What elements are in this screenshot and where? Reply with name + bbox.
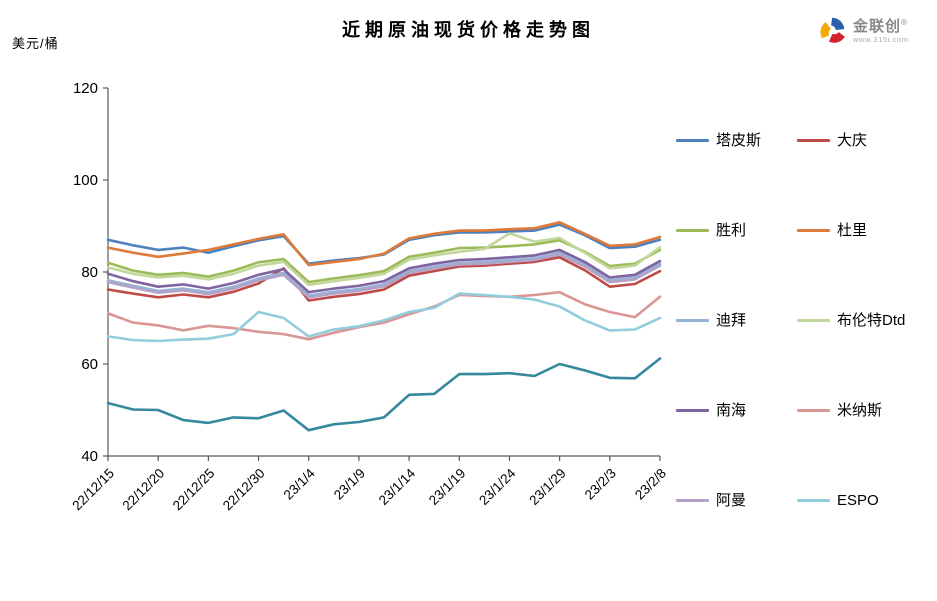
svg-text:23/1/19: 23/1/19 — [426, 466, 468, 508]
svg-text:100: 100 — [73, 172, 98, 189]
jlc-logo-url: www.315i.com — [853, 35, 909, 44]
legend-label: 大庆 — [837, 132, 868, 149]
legend-label: 杜里 — [837, 222, 868, 239]
legend-line-swatch — [797, 499, 830, 502]
svg-text:23/2/3: 23/2/3 — [582, 466, 619, 503]
legend-line-swatch — [797, 319, 830, 322]
legend-line-swatch — [676, 229, 709, 232]
legend-label: 布伦特Dtd — [837, 312, 906, 329]
chart-legend: 塔皮斯 大庆胜利 杜里迪拜 布伦特Dtd 南海 米纳斯阿曼 ESPO — [676, 131, 924, 581]
svg-text:22/12/20: 22/12/20 — [120, 466, 168, 514]
svg-text:22/12/25: 22/12/25 — [170, 466, 218, 514]
chart-title: 近期原油现货价格走势图 — [342, 20, 595, 40]
legend-item-大庆: 大庆 — [797, 131, 924, 151]
svg-text:23/2/8: 23/2/8 — [632, 466, 669, 503]
svg-text:23/1/24: 23/1/24 — [476, 465, 519, 508]
legend-item-胜利: 胜利 — [676, 221, 797, 241]
registered-mark: ® — [901, 18, 908, 27]
legend-label: 阿曼 — [716, 492, 747, 509]
legend-line-swatch — [797, 139, 830, 142]
legend-item-杜里: 杜里 — [797, 221, 924, 241]
legend-item-迪拜: 迪拜 — [676, 311, 797, 331]
jlc-logo: 金联创® www.315i.com — [818, 14, 909, 51]
legend-label: 迪拜 — [716, 312, 747, 329]
svg-text:22/12/30: 22/12/30 — [220, 466, 268, 514]
legend-line-swatch — [676, 409, 709, 412]
legend-line-swatch — [676, 139, 709, 142]
legend-label: 胜利 — [716, 222, 747, 239]
svg-text:23/1/29: 23/1/29 — [526, 466, 568, 508]
svg-text:23/1/14: 23/1/14 — [376, 465, 419, 508]
legend-label: 南海 — [716, 402, 747, 419]
legend-item-南海: 南海 — [676, 401, 797, 421]
legend-label: 米纳斯 — [837, 402, 883, 419]
legend-line-swatch — [797, 409, 830, 412]
svg-text:80: 80 — [81, 264, 98, 281]
legend-line-swatch — [797, 229, 830, 232]
legend-label: 塔皮斯 — [716, 132, 762, 149]
legend-label: ESPO — [837, 492, 879, 509]
legend-item-塔皮斯: 塔皮斯 — [676, 131, 797, 151]
svg-text:23/1/9: 23/1/9 — [331, 466, 368, 503]
svg-text:23/1/4: 23/1/4 — [281, 465, 318, 502]
legend-item-米纳斯: 米纳斯 — [797, 401, 924, 421]
legend-line-swatch — [676, 319, 709, 322]
jlc-logo-text-block: 金联创® www.315i.com — [853, 14, 909, 44]
legend-item-布伦特Dtd: 布伦特Dtd — [797, 311, 924, 331]
legend-item-阿曼: 阿曼 — [676, 491, 797, 511]
svg-text:40: 40 — [81, 448, 98, 465]
legend-item-ESPO: ESPO — [797, 491, 924, 511]
jlc-logo-name: 金联创® — [853, 18, 908, 35]
svg-text:120: 120 — [73, 80, 98, 97]
svg-text:60: 60 — [81, 356, 98, 373]
svg-text:22/12/15: 22/12/15 — [69, 466, 117, 514]
y-axis-unit-label: 美元/桶 — [12, 36, 59, 51]
jlc-pinwheel-icon — [818, 14, 848, 51]
legend-line-swatch — [676, 499, 709, 502]
